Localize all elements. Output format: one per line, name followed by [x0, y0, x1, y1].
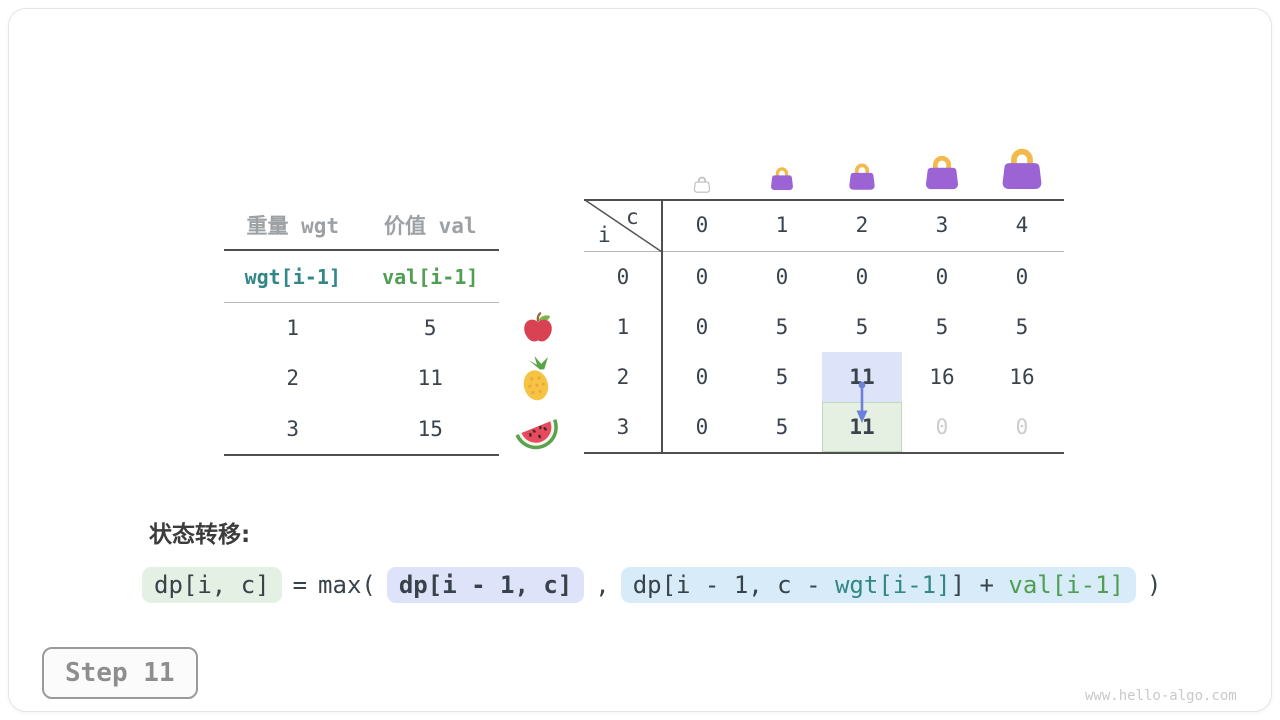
items-table-index-row: wgt[i-1] val[i-1] [224, 251, 499, 302]
dp-bottom-border [584, 452, 1064, 454]
formula-arg1: dp[i - 1, c] [386, 567, 585, 603]
formula-arg2-mid: ] + [950, 571, 1009, 599]
val-index-label: val[i-1] [382, 264, 479, 289]
watermelon-icon [512, 411, 562, 457]
transition-arrow-icon [856, 381, 868, 423]
items-row-1: 1 5 [224, 303, 499, 353]
dp-cell-2-3: 16 [929, 365, 955, 389]
dp-top-border [584, 199, 1064, 201]
dp-cell-1-0: 0 [695, 315, 709, 339]
empty-bag-icon [693, 176, 711, 197]
dp-table: c i 0 1 2 3 4 0 0 0 0 0 0 1 0 5 5 5 [584, 199, 1064, 454]
dp-cell-2-4: 16 [1009, 365, 1035, 389]
dp-col-label-2: 2 [855, 213, 869, 237]
dp-cell-1-4: 5 [1015, 315, 1029, 339]
dp-row-label-1: 1 [616, 315, 630, 339]
dp-header-divider [584, 251, 1064, 252]
dp-cell-3-1: 5 [775, 415, 789, 439]
dp-cell-0-3: 0 [935, 265, 949, 289]
items-table: 重量 wgt 价值 val wgt[i-1] val[i-1] 1 5 2 11… [224, 201, 499, 456]
items-row-2: 2 11 [224, 353, 499, 403]
formula-equals: = [292, 571, 308, 599]
items-row-3: 3 15 [224, 404, 499, 454]
dp-cell-0-4: 0 [1015, 265, 1029, 289]
formula-comma: , [595, 571, 610, 599]
dp-cell-0-1: 0 [775, 265, 789, 289]
figure-card: 重量 wgt 价值 val wgt[i-1] val[i-1] 1 5 2 11… [8, 8, 1272, 712]
dp-vertical-divider [661, 199, 663, 454]
bag-xlarge-icon [999, 147, 1045, 196]
dp-cell-1-1: 5 [775, 315, 789, 339]
dp-row-label-2: 2 [616, 365, 630, 389]
dp-col-label-3: 3 [935, 213, 949, 237]
items-table-header-row: 重量 wgt 价值 val [224, 201, 499, 249]
formula-arg2-val: val[i-1] [1008, 571, 1124, 599]
item-3-value: 15 [417, 416, 443, 441]
items-col-weight-header: 重量 wgt [246, 214, 340, 238]
apple-icon [521, 311, 555, 348]
formula-arg2-wgt: wgt[i-1] [834, 571, 951, 599]
bag-medium-icon [847, 162, 877, 196]
dp-cell-2-0: 0 [695, 365, 709, 389]
dp-row-var: i [598, 223, 611, 247]
formula-arg2-prefix: dp[i - 1, c - [632, 571, 835, 599]
dp-col-label-0: 0 [695, 213, 709, 237]
formula-arg2: dp[i - 1, c - wgt[i-1]] + val[i-1] [620, 567, 1136, 603]
dp-cell-3-3: 0 [935, 415, 949, 439]
dp-grid: 0 0 0 0 0 0 1 0 5 5 5 5 2 0 5 11 16 16 3… [584, 252, 1062, 452]
site-url: www.hello-algo.com [1085, 688, 1237, 704]
item-1-weight: 1 [286, 316, 300, 341]
dp-cell-0-2: 0 [855, 265, 869, 289]
dp-cell-3-0: 0 [695, 415, 709, 439]
state-transition-formula: dp[i, c] = max( dp[i - 1, c] , dp[i - 1,… [142, 567, 1161, 603]
dp-row-label-0: 0 [616, 265, 630, 289]
items-col-value-header: 价值 val [383, 214, 477, 238]
dp-cell-2-1: 5 [775, 365, 789, 389]
dp-corner-diagonal [584, 199, 663, 253]
formula-max-open: max( [318, 571, 376, 599]
dp-col-label-4: 4 [1015, 213, 1029, 237]
dp-col-label-1: 1 [775, 213, 789, 237]
state-transition-label: 状态转移: [149, 522, 251, 548]
item-2-value: 11 [417, 366, 443, 391]
pineapple-icon [516, 356, 558, 406]
divider [224, 453, 499, 456]
dp-cell-3-4: 0 [1015, 415, 1029, 439]
dp-cell-1-2: 5 [855, 315, 869, 339]
item-1-value: 5 [423, 316, 437, 341]
dp-cell-1-3: 5 [935, 315, 949, 339]
wgt-index-label: wgt[i-1] [244, 264, 341, 289]
formula-lhs: dp[i, c] [142, 567, 282, 603]
formula-close: ) [1146, 571, 1162, 599]
divider [224, 249, 499, 251]
bag-small-icon [769, 166, 795, 196]
divider [224, 302, 499, 303]
item-3-weight: 3 [286, 416, 300, 441]
bag-large-icon [923, 154, 961, 196]
item-2-weight: 2 [286, 366, 300, 391]
dp-column-labels: 0 1 2 3 4 [662, 199, 1062, 251]
dp-cell-0-0: 0 [695, 265, 709, 289]
dp-row-label-3: 3 [616, 415, 630, 439]
step-badge: Step 11 [42, 647, 198, 699]
dp-col-var: c [626, 205, 639, 229]
